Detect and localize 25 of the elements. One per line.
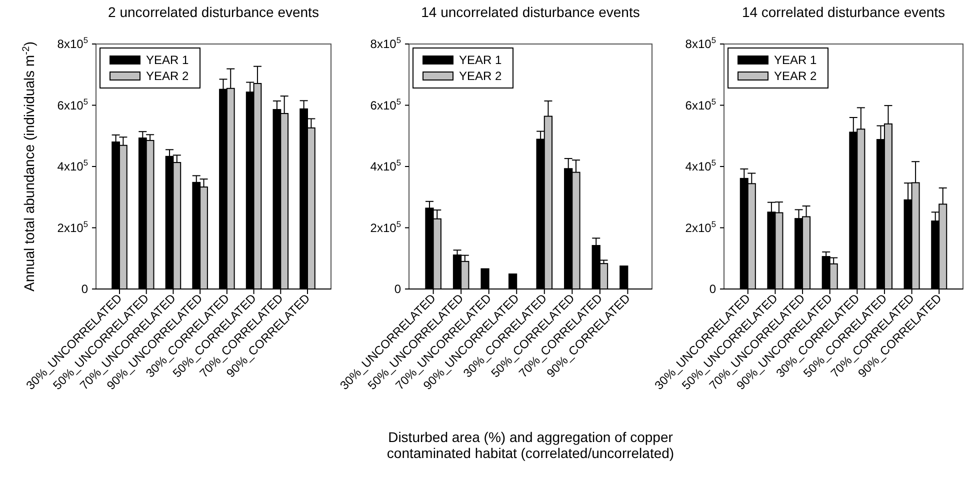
y-tick-label: 8x10$^{5}$ [685,35,716,51]
y-tick-label: 4x10$^{5}$ [370,158,402,174]
legend-label: YEAR 1 [146,53,190,67]
legend-label: YEAR 2 [774,69,818,83]
legend-label: YEAR 1 [774,53,818,67]
y-tick-label: 2x10$^{5}$ [685,218,716,235]
y-tick-label: 0 [709,282,716,296]
y-tick-label: 4x10$^{5}$ [685,158,716,174]
y-tick-label: 4x10$^{5}$ [57,158,88,174]
legend-label: YEAR 2 [459,69,502,83]
y-tick-label: 2x10$^{5}$ [370,218,402,235]
legend-label: YEAR 2 [146,69,190,83]
y-tick-label: 2x10$^{5}$ [57,218,88,235]
y-tick-label: 0 [81,282,88,296]
y-tick-label: 8x10$^{5}$ [57,35,88,51]
y-tick-label: 6x10$^{5}$ [370,96,402,112]
chart-title: 14 correlated disturbance events [742,4,946,20]
legend-label: YEAR 1 [459,53,502,67]
chart-title: 2 uncorrelated disturbance events [108,4,319,20]
y-tick-label: 6x10$^{5}$ [57,96,88,112]
x-axis-title: Disturbed area (%) and aggregation of copper contaminated habitat (correlated/uncorrelated) [386,429,674,461]
y-tick-label: 6x10$^{5}$ [685,96,716,112]
chart-title: 14 uncorrelated disturbance events [421,4,640,20]
y-tick-label: 8x10$^{5}$ [370,35,402,51]
y-tick-label: 0 [394,282,402,296]
